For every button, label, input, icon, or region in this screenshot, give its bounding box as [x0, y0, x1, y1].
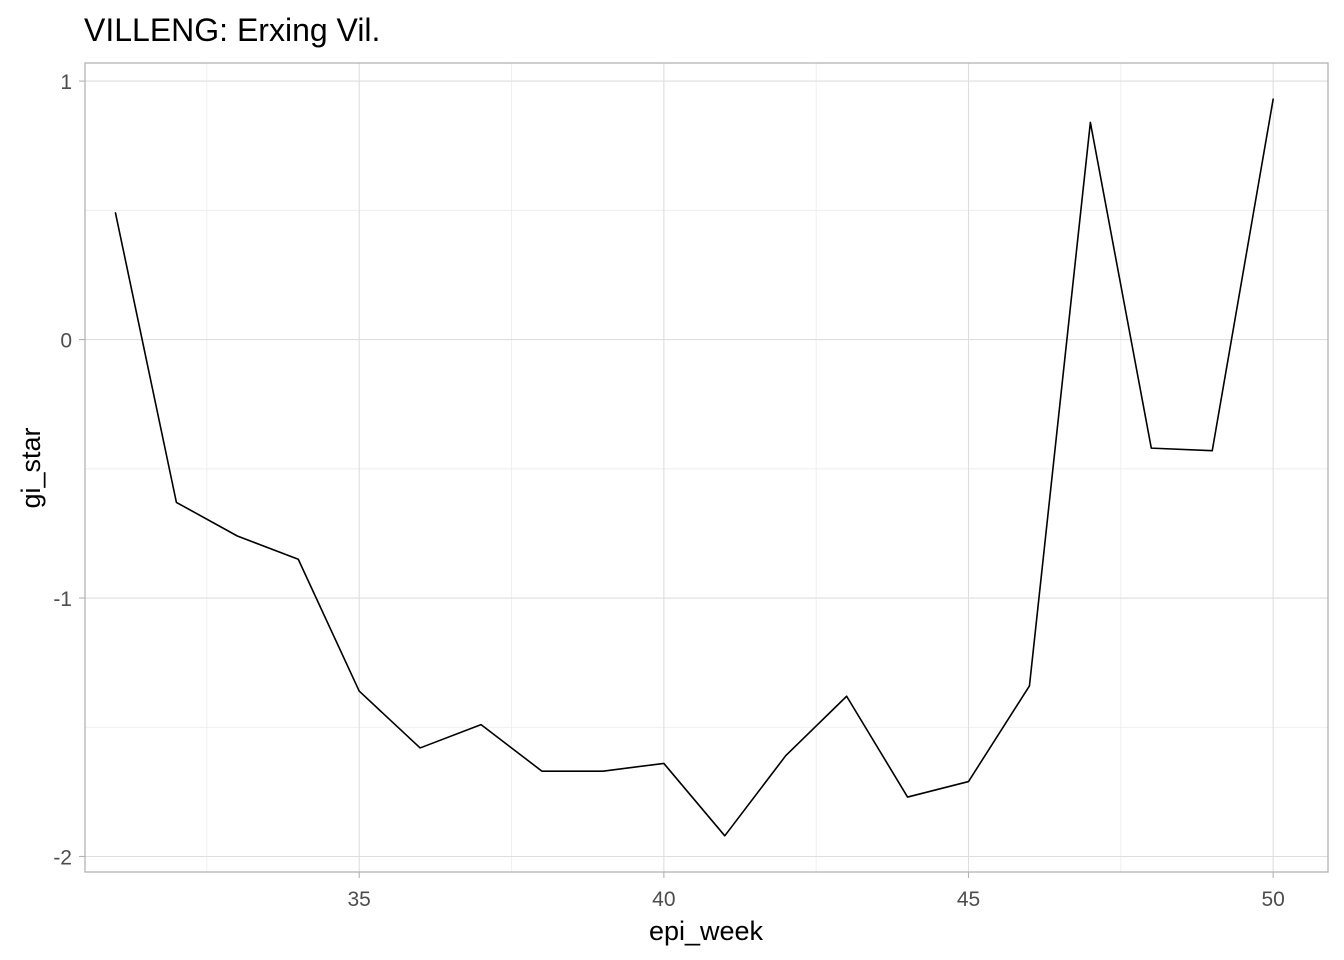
tick-labels: 35 40 45 50 1 0 -1 -2 [53, 71, 1285, 911]
y-tick-label: -1 [53, 588, 72, 611]
x-axis-title: epi_week [649, 916, 764, 946]
series-line-0 [114, 98, 1274, 837]
grid-lines [85, 63, 1328, 872]
chart-title: VILLENG: Erxing Vil. [84, 12, 380, 48]
axis-ticks [79, 80, 1274, 878]
x-tick-label: 40 [652, 888, 675, 911]
series-layer [114, 98, 1274, 837]
y-axis-title: gi_star [16, 427, 46, 508]
y-tick-label: -2 [53, 846, 72, 869]
plot-panel-border [84, 62, 1329, 873]
x-tick-label: 50 [1261, 888, 1284, 911]
x-tick-label: 45 [957, 888, 980, 911]
x-tick-label: 35 [348, 888, 371, 911]
y-tick-label: 1 [60, 71, 72, 94]
y-tick-label: 0 [60, 330, 72, 353]
